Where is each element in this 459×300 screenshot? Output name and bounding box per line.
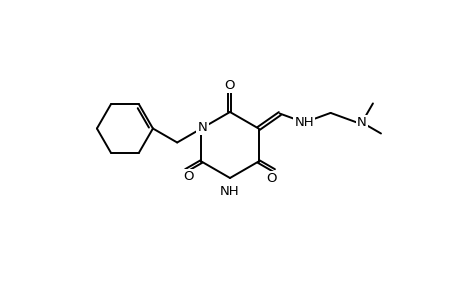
- Text: N: N: [356, 116, 366, 129]
- Text: N: N: [197, 121, 207, 134]
- Text: O: O: [224, 79, 235, 92]
- Text: O: O: [265, 172, 276, 185]
- Text: NH: NH: [220, 185, 239, 198]
- Text: NH: NH: [294, 116, 313, 129]
- Text: O: O: [183, 170, 193, 183]
